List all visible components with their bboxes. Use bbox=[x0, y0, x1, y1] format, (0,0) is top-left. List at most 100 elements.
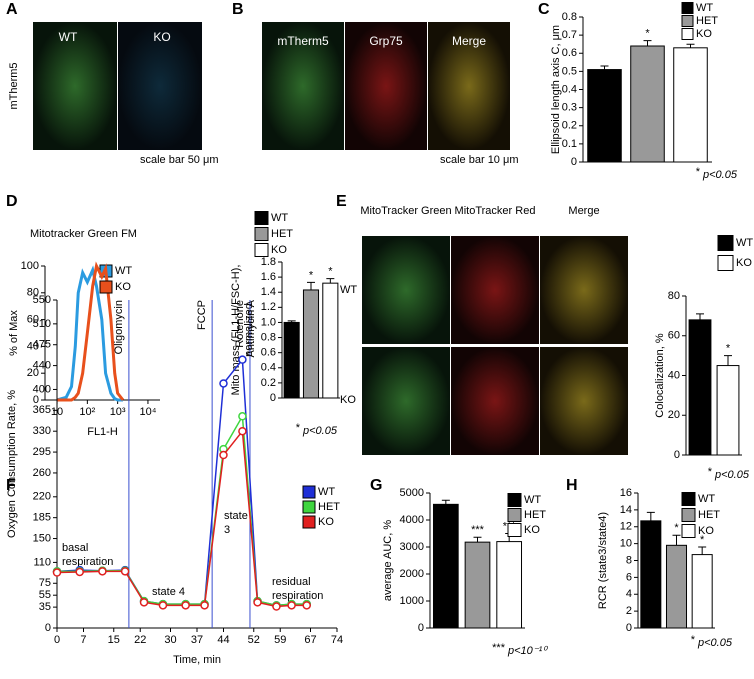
footnote-text: p<0.05 bbox=[697, 637, 733, 649]
y-tick-label: 440 bbox=[33, 360, 51, 372]
error-bar bbox=[441, 499, 450, 505]
annotation: respiration bbox=[62, 556, 113, 568]
legend-label: WT bbox=[318, 486, 335, 498]
marker bbox=[139, 598, 149, 607]
x-tick-label: 7 bbox=[80, 634, 86, 646]
significance: * bbox=[726, 343, 731, 355]
marker bbox=[181, 601, 190, 610]
y-tick-label: 2 bbox=[626, 605, 632, 617]
y-tick-label: 150 bbox=[33, 532, 51, 544]
panel-label: C bbox=[538, 1, 550, 18]
y-tick-label: 40 bbox=[27, 340, 39, 352]
annotation: 3 bbox=[224, 524, 230, 536]
footnote-symbol: * bbox=[708, 466, 713, 478]
y-tick-label: 0.4 bbox=[562, 83, 577, 95]
legend-swatch bbox=[681, 2, 694, 14]
legend-swatch bbox=[302, 500, 316, 514]
marker bbox=[238, 426, 247, 436]
error-bar bbox=[724, 355, 732, 366]
y-tick-label: 0.8 bbox=[261, 331, 276, 343]
event-label: Oligomycin bbox=[113, 300, 125, 354]
y-tick-label: 14 bbox=[620, 504, 632, 516]
y-tick-label: 20 bbox=[27, 367, 39, 379]
error-bar bbox=[672, 534, 681, 546]
footnote-text: p<0.05 bbox=[702, 169, 738, 181]
legend-swatch bbox=[507, 523, 522, 537]
scale-bar-label: scale bar 50 μm bbox=[140, 154, 218, 166]
legend-swatch bbox=[254, 227, 269, 241]
marker bbox=[238, 355, 247, 364]
significance: * bbox=[674, 522, 679, 534]
y-tick-label: 8 bbox=[626, 554, 632, 566]
x-tick-label: 10⁴ bbox=[139, 406, 156, 418]
micrograph bbox=[451, 347, 539, 455]
marker bbox=[120, 567, 130, 576]
x-tick-label: 0 bbox=[54, 634, 60, 646]
y-tick-label: 550 bbox=[33, 294, 51, 306]
row-label: mTherm5 bbox=[8, 62, 20, 109]
panel-label: G bbox=[370, 477, 382, 494]
bar bbox=[640, 520, 662, 629]
legend-swatch bbox=[507, 508, 522, 522]
y-tick-label: 0.2 bbox=[562, 120, 577, 132]
footnote-text: p<10⁻¹⁰ bbox=[507, 645, 548, 657]
y-axis-label: Oxygen Consumption Rate, % bbox=[6, 390, 18, 538]
x-axis-label: Time, min bbox=[173, 654, 221, 666]
image-label: mTherm5 bbox=[277, 34, 329, 48]
significance: * bbox=[700, 534, 705, 546]
bar bbox=[691, 554, 713, 629]
bar bbox=[673, 47, 708, 163]
legend-label: WT bbox=[271, 212, 288, 224]
error-bar bbox=[643, 40, 652, 46]
bar bbox=[587, 69, 622, 163]
chart-title: Mitotracker Green FM bbox=[30, 228, 137, 240]
legend-swatch bbox=[302, 515, 316, 529]
y-tick-label: 260 bbox=[33, 467, 51, 479]
event-label: Rotenone bbox=[234, 300, 246, 348]
panel-label: A bbox=[6, 1, 18, 18]
x-axis-label: FL1-H bbox=[87, 426, 118, 438]
bar bbox=[432, 503, 459, 629]
error-bar bbox=[646, 511, 655, 521]
y-axis-label: normalized bbox=[243, 303, 255, 357]
legend-swatch bbox=[302, 485, 316, 499]
y-tick-label: 3000 bbox=[400, 541, 424, 553]
y-tick-label: 0.6 bbox=[261, 347, 276, 359]
bar bbox=[283, 321, 300, 399]
footnote-symbol: *** bbox=[492, 642, 506, 654]
y-tick-label: 220 bbox=[33, 491, 51, 503]
footnote-symbol: * bbox=[696, 166, 701, 178]
legend-label: HET bbox=[524, 509, 546, 521]
y-tick-label: 55 bbox=[39, 589, 51, 601]
legend-swatch bbox=[681, 508, 696, 522]
y-axis-label: Mito mass (FL1-H/FSC-H), bbox=[230, 265, 242, 396]
y-tick-label: 365 bbox=[33, 404, 51, 416]
y-tick-label: 1000 bbox=[400, 595, 424, 607]
significance: *** bbox=[471, 524, 485, 536]
y-tick-label: 0 bbox=[33, 394, 39, 406]
y-tick-label: 0.2 bbox=[261, 377, 276, 389]
marker bbox=[158, 601, 168, 610]
micrograph bbox=[118, 22, 202, 150]
legend-label: KO bbox=[524, 524, 540, 536]
micrograph bbox=[451, 236, 539, 344]
bar bbox=[464, 541, 491, 629]
y-tick-label: 1.2 bbox=[261, 301, 276, 313]
y-tick-label: 1.0 bbox=[261, 316, 276, 328]
marker bbox=[238, 412, 247, 421]
marker bbox=[200, 601, 209, 610]
scale-bar-label: scale bar 10 μm bbox=[440, 154, 518, 166]
error-bar bbox=[698, 546, 707, 555]
y-tick-label: 100 bbox=[21, 260, 39, 272]
marker bbox=[287, 601, 296, 610]
panel-label: B bbox=[232, 1, 244, 18]
y-tick-label: 400 bbox=[33, 383, 51, 395]
annotation: state bbox=[224, 510, 248, 522]
y-tick-label: 5000 bbox=[400, 487, 424, 499]
series-line bbox=[57, 413, 307, 607]
legend-swatch bbox=[99, 280, 113, 294]
error-bar bbox=[326, 278, 335, 284]
footnote-text: p<0.05 bbox=[714, 469, 750, 481]
panel-label: E bbox=[336, 193, 347, 210]
